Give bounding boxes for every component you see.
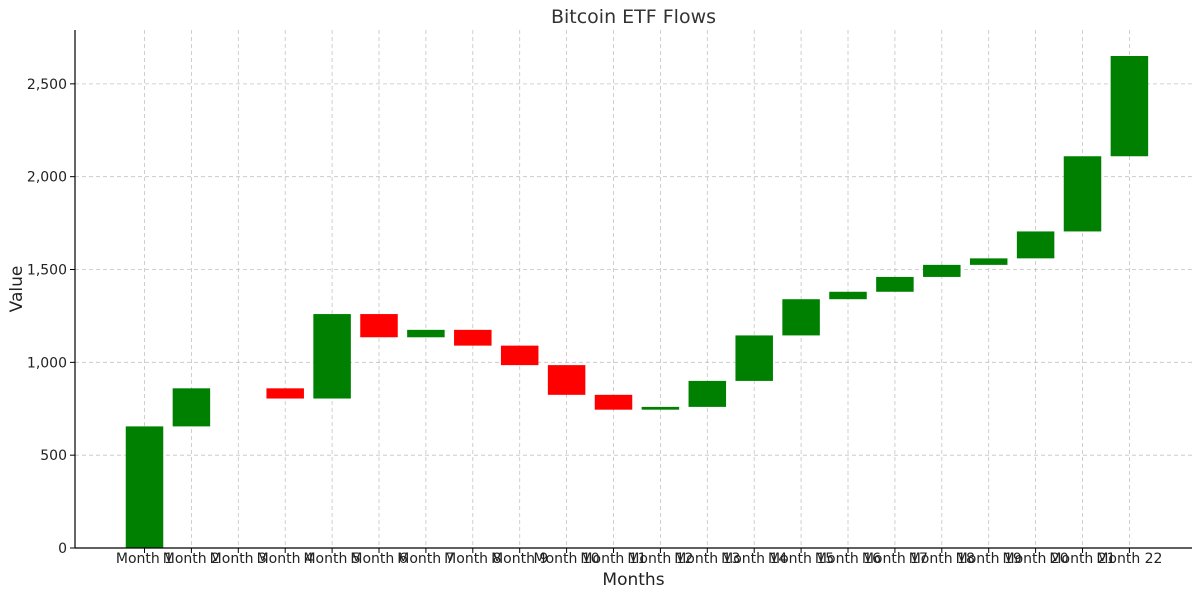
x-tick-label: Month 20 (1003, 551, 1069, 567)
y-axis-title: Value (7, 266, 27, 313)
waterfall-bar (735, 335, 773, 381)
x-tick-label: Month 19 (956, 551, 1022, 567)
waterfall-bar (125, 426, 164, 548)
waterfall-bar (266, 388, 304, 399)
x-tick-label: Month 18 (909, 551, 975, 567)
x-tick-label: Month 9 (491, 551, 548, 567)
grid (75, 30, 1192, 549)
waterfall-bar (688, 380, 727, 407)
waterfall-bar (1110, 55, 1149, 157)
waterfall-bar (829, 291, 867, 300)
y-tick-label: 2,500 (27, 77, 67, 93)
chart-title: Bitcoin ETF Flows (551, 6, 716, 28)
y-tick-label: 0 (58, 541, 67, 557)
x-tick-label: Month 4 (257, 551, 314, 567)
x-tick-label: Month 22 (1096, 551, 1162, 567)
waterfall-bar (172, 388, 211, 427)
x-tick-label: Month 3 (210, 551, 267, 567)
x-tick-label: Month 21 (1049, 551, 1115, 567)
x-axis-title: Months (602, 570, 664, 590)
x-tick-label: Month 1 (116, 551, 173, 567)
waterfall-bar (547, 365, 586, 395)
waterfall-bar (969, 258, 1008, 265)
x-tick-label: Month 13 (674, 551, 740, 567)
y-tick-label: 500 (40, 448, 67, 464)
y-tick-label: 1,000 (27, 355, 67, 371)
waterfall-bar (641, 406, 680, 410)
x-tick-label: Month 7 (397, 551, 454, 567)
waterfall-bar (360, 314, 398, 338)
waterfall-bar (1063, 156, 1102, 232)
x-tick-label: Month 8 (444, 551, 501, 567)
x-tick-label: Month 6 (350, 551, 407, 567)
y-tick-label: 1,500 (27, 263, 67, 279)
axes (74, 30, 1192, 549)
x-tick-label: Month 2 (163, 551, 220, 567)
x-tick-label: Month 11 (580, 551, 646, 567)
waterfall-bar (454, 329, 492, 346)
x-tick-label: Month 5 (303, 551, 360, 567)
x-tick-label: Month 12 (627, 551, 693, 567)
waterfall-bar (876, 276, 914, 292)
x-tick-label: Month 17 (862, 551, 928, 567)
waterfall-bar (407, 329, 445, 338)
x-tick-label: Month 16 (815, 551, 881, 567)
waterfall-bar (923, 264, 961, 277)
x-tick-label: Month 14 (721, 551, 787, 567)
waterfall-bar (782, 299, 820, 336)
waterfall-bar (1016, 231, 1055, 259)
y-ticks: 0 500 1,000 1,500 2,000 2,500 (27, 77, 75, 557)
waterfall-bar (500, 345, 539, 366)
waterfall-bar (594, 394, 633, 410)
bars (125, 55, 1149, 548)
x-tick-label: Month 15 (768, 551, 834, 567)
x-tick-label: Month 10 (534, 551, 600, 567)
y-tick-label: 2,000 (27, 170, 67, 186)
waterfall-bar (313, 314, 351, 399)
